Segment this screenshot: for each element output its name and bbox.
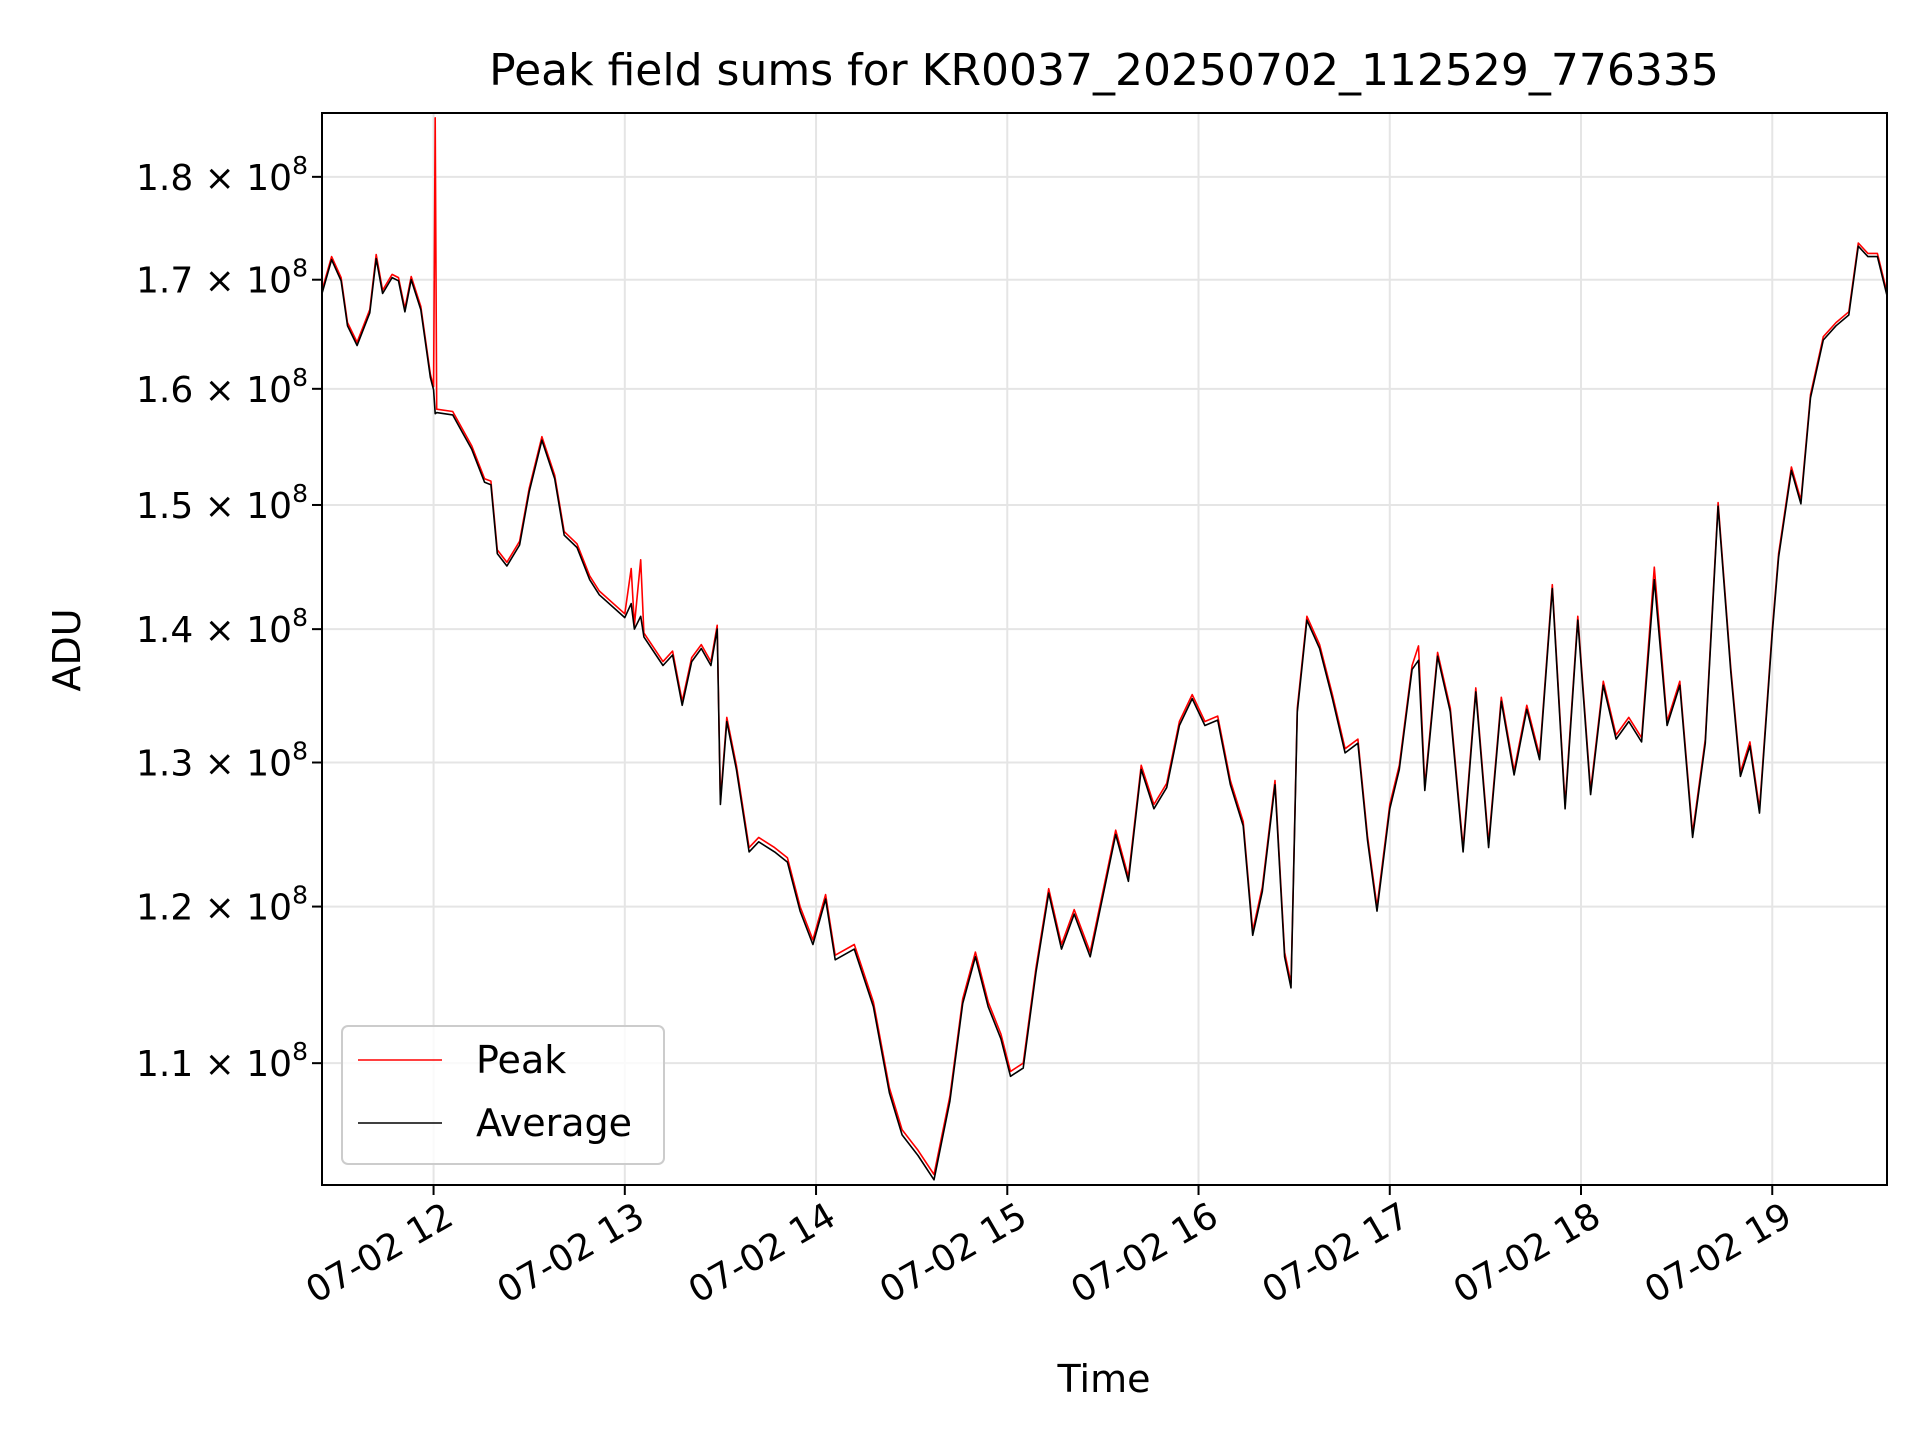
grid-layer xyxy=(322,113,1887,1185)
series-line-average xyxy=(321,245,1888,1181)
x-axis: 07-02 12 07-02 13 07-02 14 07-02 15 07-02 16… xyxy=(299,1185,1799,1312)
y-tick-label: 1.5 × 108 xyxy=(136,479,308,527)
y-tick-label: 1.7 × 108 xyxy=(136,254,308,302)
chart-title: Peak field sums for KR0037_20250702_1125… xyxy=(489,45,1719,96)
y-tick-label: 1.8 × 108 xyxy=(136,151,308,199)
x-tick-label: 07-02 17 xyxy=(1256,1195,1417,1311)
legend-label-peak: Peak xyxy=(476,1038,566,1082)
x-tick-label: 07-02 18 xyxy=(1447,1195,1608,1311)
y-axis-label: ADU xyxy=(45,608,89,691)
x-axis-label: Time xyxy=(1057,1357,1151,1401)
x-tick-label: 07-02 12 xyxy=(299,1195,460,1311)
y-tick-label: 1.4 × 108 xyxy=(136,603,308,651)
series-layer xyxy=(321,117,1888,1181)
plot-frame xyxy=(321,112,1888,1186)
x-tick-label: 07-02 16 xyxy=(1064,1195,1225,1311)
x-tick-label: 07-02 15 xyxy=(873,1195,1034,1311)
series-line-peak xyxy=(321,117,1888,1176)
legend: Peak Average xyxy=(341,1025,665,1165)
x-tick-label: 07-02 13 xyxy=(491,1195,652,1311)
y-tick-label: 1.3 × 108 xyxy=(136,737,308,785)
y-tick-label: 1.2 × 108 xyxy=(136,881,308,929)
x-tick-label: 07-02 19 xyxy=(1638,1195,1799,1311)
y-axis: 1.1 × 108 1.2 × 108 1.3 × 108 1.4 × 108 1.5 … xyxy=(136,151,322,1085)
x-tick-label: 07-02 14 xyxy=(682,1195,843,1311)
y-tick-label: 1.6 × 108 xyxy=(136,363,308,411)
y-tick-label: 1.1 × 108 xyxy=(136,1037,308,1085)
legend-label-average: Average xyxy=(476,1101,632,1145)
